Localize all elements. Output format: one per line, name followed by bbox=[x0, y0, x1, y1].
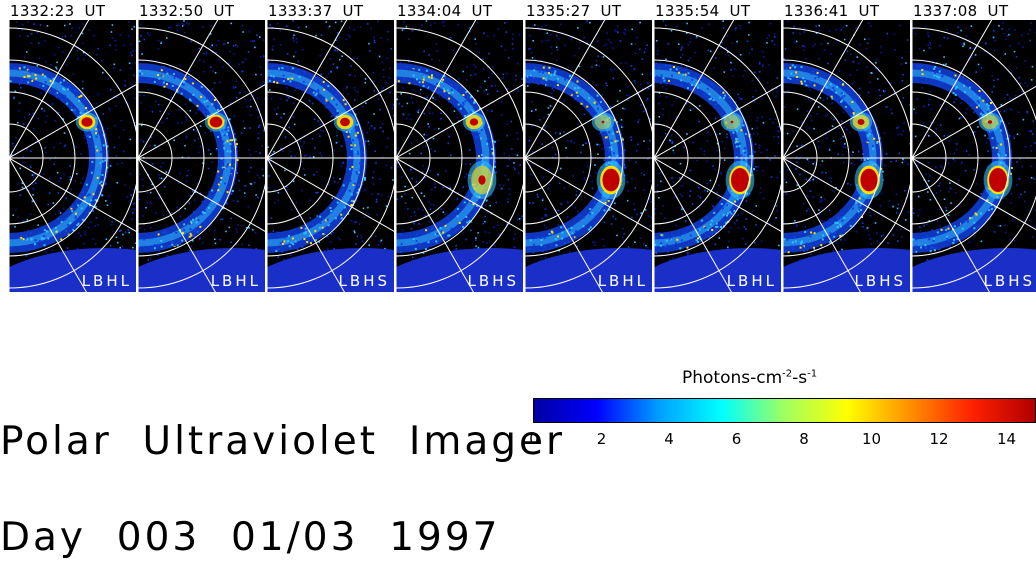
auroral-image-panel: LBHS bbox=[782, 20, 910, 292]
dusk-hotspot bbox=[597, 161, 626, 199]
auroral-image-panel: LBHS bbox=[395, 20, 523, 292]
auroral-image bbox=[396, 20, 523, 292]
auroral-image-panel: LBHL bbox=[524, 20, 652, 292]
noon-hotspot bbox=[463, 112, 485, 131]
auroral-oval bbox=[138, 69, 239, 250]
image-strip: LBHL LBHL LBHS LBHS LBHL LBHL LBHS LBHS bbox=[8, 20, 1036, 292]
dusk-hotspot bbox=[726, 161, 755, 199]
dusk-hotspot bbox=[855, 161, 884, 199]
colorbar-tick: 0 bbox=[529, 430, 539, 448]
dusk-hotspot bbox=[468, 161, 497, 199]
frame-time: 1332:50 UT bbox=[139, 2, 268, 20]
colorbar-tick: 10 bbox=[862, 430, 881, 448]
filter-label: LBHS bbox=[984, 272, 1035, 290]
frame-time: 1333:37 UT bbox=[268, 2, 397, 20]
colorbar-tick: 4 bbox=[664, 430, 674, 448]
auroral-image-panel: LBHL bbox=[8, 20, 136, 292]
auroral-image-panel: LBHL bbox=[653, 20, 781, 292]
auroral-image bbox=[9, 20, 136, 292]
noon-hotspot bbox=[76, 112, 98, 131]
auroral-image-panel: LBHS bbox=[911, 20, 1036, 292]
noon-hotspot bbox=[592, 112, 614, 131]
auroral-oval bbox=[396, 68, 497, 253]
frame-time: 1335:27 UT bbox=[526, 2, 655, 20]
colorbar-tick: 2 bbox=[597, 430, 607, 448]
colorbar-tick: 8 bbox=[799, 430, 809, 448]
noon-hotspot bbox=[334, 112, 356, 131]
auroral-image bbox=[654, 20, 781, 292]
colorbar-label-base: Photons-cm bbox=[682, 368, 782, 388]
filter-label: LBHS bbox=[339, 272, 390, 290]
frame-time: 1337:08 UT bbox=[913, 2, 1036, 20]
colorbar-label-exp2: -1 bbox=[807, 368, 817, 379]
filter-label: LBHL bbox=[211, 272, 261, 290]
frame-time: 1334:04 UT bbox=[397, 2, 526, 20]
filter-label: LBHL bbox=[82, 272, 132, 290]
instrument-title: Polar Ultraviolet Imager Day 003 01/03 1… bbox=[0, 362, 565, 586]
colorbar-label-mid: -s bbox=[792, 368, 807, 388]
filter-label: LBHS bbox=[855, 272, 906, 290]
frame-time: 1332:23 UT bbox=[10, 2, 139, 20]
filter-label: LBHS bbox=[468, 272, 519, 290]
filter-label: LBHL bbox=[727, 272, 777, 290]
colorbar-ticks: 0 2 4 6 8 10 12 14 bbox=[0, 430, 1036, 450]
auroral-image bbox=[912, 20, 1036, 292]
title-line-2: Day 003 01/03 1997 bbox=[0, 522, 565, 554]
colorbar bbox=[533, 398, 1036, 423]
noon-hotspot bbox=[205, 112, 227, 131]
colorbar-label-exp1: -2 bbox=[782, 368, 792, 379]
auroral-image bbox=[138, 20, 265, 292]
frame-time: 1335:54 UT bbox=[655, 2, 784, 20]
frame-time: 1336:41 UT bbox=[784, 2, 913, 20]
auroral-image bbox=[783, 20, 910, 292]
dusk-hotspot bbox=[984, 161, 1013, 199]
colorbar-tick: 6 bbox=[732, 430, 742, 448]
colorbar-label: Photons-cm-2-s-1 bbox=[682, 368, 817, 388]
noon-hotspot bbox=[979, 112, 1001, 131]
colorbar-tick: 12 bbox=[929, 430, 948, 448]
filter-label: LBHL bbox=[598, 272, 648, 290]
colorbar-tick: 14 bbox=[997, 430, 1016, 448]
noon-hotspot bbox=[850, 112, 872, 131]
auroral-image-panel: LBHS bbox=[266, 20, 394, 292]
auroral-image-panel: LBHL bbox=[137, 20, 265, 292]
auroral-image bbox=[267, 20, 394, 292]
auroral-image bbox=[525, 20, 652, 292]
auroral-oval bbox=[654, 64, 755, 249]
noon-hotspot bbox=[721, 112, 743, 131]
